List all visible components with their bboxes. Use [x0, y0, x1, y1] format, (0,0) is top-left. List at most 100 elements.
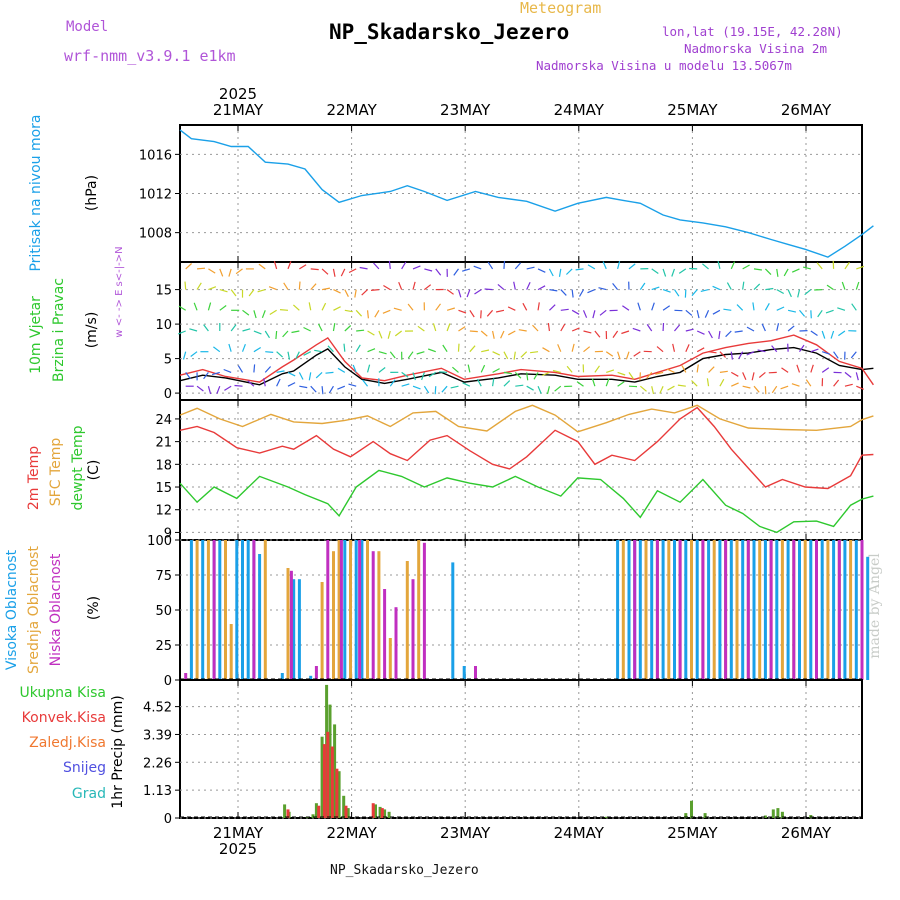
wind-arrow-0-15	[348, 383, 357, 387]
wind-arrow-0-45	[691, 380, 698, 387]
wind-arrow-3-10	[291, 330, 300, 334]
wind-arrow-4-39	[622, 305, 630, 311]
wind-arrow-6-51	[764, 268, 772, 276]
wind-arrow-4-34	[571, 309, 580, 315]
wind-arrow-0-4	[224, 385, 232, 391]
wind-arrow-4-19	[393, 307, 402, 311]
wind-arrow-1-33	[552, 369, 561, 373]
wind-unit: (m/s)	[84, 312, 100, 349]
wind-arrow-6-46	[702, 263, 709, 270]
ytick-label-2-3: 18	[155, 458, 172, 473]
wind-arrow-1-34	[566, 365, 573, 373]
wind-arrow-4-0	[178, 305, 186, 311]
wind-arrow-6-31	[537, 268, 546, 273]
bar-3-0-9	[280, 673, 284, 680]
wind-arrow-5-48	[726, 282, 732, 290]
wind-arrow-3-8	[275, 330, 278, 340]
wind-arrow-6-24	[453, 268, 459, 276]
wind-arrow-3-22	[432, 323, 437, 332]
wind-arrow-6-36	[587, 264, 596, 270]
bar-3-1-4	[263, 540, 267, 680]
bar-3-0-8	[258, 554, 262, 680]
wind-arrow-5-14	[344, 289, 349, 297]
wind-arrow-2-57	[833, 351, 839, 359]
footer-station: NP_Skadarsko_Jezero	[330, 863, 479, 878]
meteogram-label: Meteogram	[520, 0, 602, 17]
bar-3-1-5	[286, 568, 290, 680]
ytick-label-4-0: 0	[164, 812, 172, 827]
ytick-label-0-2: 1016	[139, 148, 172, 163]
wind-arrow-4-36	[592, 310, 596, 319]
wind-arrow-5-26	[474, 289, 482, 295]
wind-arrow-0-59	[856, 385, 864, 390]
wind-arrow-5-41	[651, 286, 660, 291]
wind-arrow-6-39	[628, 263, 636, 270]
bar-3-1-0	[195, 540, 199, 680]
wind-arrow-6-25	[462, 268, 471, 272]
wind-arrow-5-55	[804, 289, 812, 296]
bar-3-1-18	[667, 540, 671, 680]
wind-arrow-4-15	[355, 309, 363, 317]
wind-arrow-4-5	[242, 309, 250, 316]
wind-arrow-3-16	[367, 330, 375, 336]
wind-arrow-3-32	[547, 323, 551, 332]
wind-arrow-0-10	[299, 385, 308, 389]
wind-arrow-3-33	[560, 323, 566, 332]
wind-arrow-1-44	[681, 365, 687, 373]
wind-arrow-4-44	[685, 309, 693, 316]
wind-arrow-4-58	[837, 307, 846, 311]
wind-arrow-0-43	[667, 385, 675, 391]
bar-3-2-5	[326, 540, 330, 680]
wind-arrow-1-36	[594, 365, 600, 373]
bar-3-1-16	[644, 540, 648, 680]
bar-4-0-13	[378, 806, 382, 818]
wind-arrow-5-38	[612, 283, 619, 290]
wind-arrow-1-37	[606, 369, 615, 373]
wind-arrow-0-9	[287, 382, 296, 387]
wind-arrow-0-55	[805, 379, 812, 387]
bar-4-1-7	[371, 803, 375, 818]
wind-arrow-5-9	[283, 282, 289, 290]
wind-arrow-4-56	[817, 309, 823, 318]
wind-arrow-0-49	[742, 385, 751, 389]
wind-arrow-2-24	[457, 343, 460, 352]
wind-arrow-2-21	[416, 351, 425, 355]
bar-3-1-20	[690, 540, 693, 680]
wind-arrow-2-0	[182, 351, 187, 360]
wind-arrow-4-14	[344, 309, 353, 313]
wind-arrow-1-56	[821, 367, 830, 373]
wind-arrow-6-27	[487, 261, 494, 270]
model-name: wrf-nmm_v3.9.1 e1km	[64, 47, 236, 65]
cloud-high-title: Visoka Oblacnost	[4, 549, 20, 670]
ytick-label-0-1: 1012	[139, 188, 172, 203]
wind-arrow-0-40	[639, 385, 647, 392]
bottom-day-label-0: 21MAY	[213, 824, 264, 842]
bar-3-2-22	[815, 540, 818, 680]
wind-arrow-0-29	[515, 384, 524, 387]
wind-arrow-3-31	[532, 324, 539, 332]
bar-3-2-20	[769, 540, 773, 680]
wind-arrow-1-8	[276, 370, 285, 373]
wind-arrow-4-11	[308, 302, 312, 311]
wind-arrow-0-1	[196, 385, 204, 392]
wind-arrow-2-45	[696, 347, 705, 353]
wind-arrow-0-38	[617, 381, 625, 387]
bar-4-1-4	[330, 746, 334, 818]
wind-arrow-6-56	[816, 262, 823, 270]
bar-4-1-8	[380, 808, 384, 818]
wind-arrow-3-4	[230, 324, 237, 332]
wind-arrow-4-2	[207, 302, 212, 311]
wind-arrow-0-26	[476, 378, 482, 387]
wind-arrow-1-5	[237, 365, 244, 373]
bar-4-0-10	[342, 795, 346, 818]
wind-arrow-5-51	[765, 287, 774, 291]
wind-arrow-4-30	[522, 302, 528, 311]
bar-3-0-6	[246, 540, 250, 680]
bar-3-2-21	[792, 540, 796, 680]
ytick-label-3-1: 25	[155, 639, 172, 654]
bottom-day-label-4: 25MAY	[667, 824, 718, 842]
wind-arrow-1-11	[308, 372, 312, 381]
bar-4-1-2	[322, 744, 326, 818]
wind-arrow-3-23	[446, 323, 451, 332]
